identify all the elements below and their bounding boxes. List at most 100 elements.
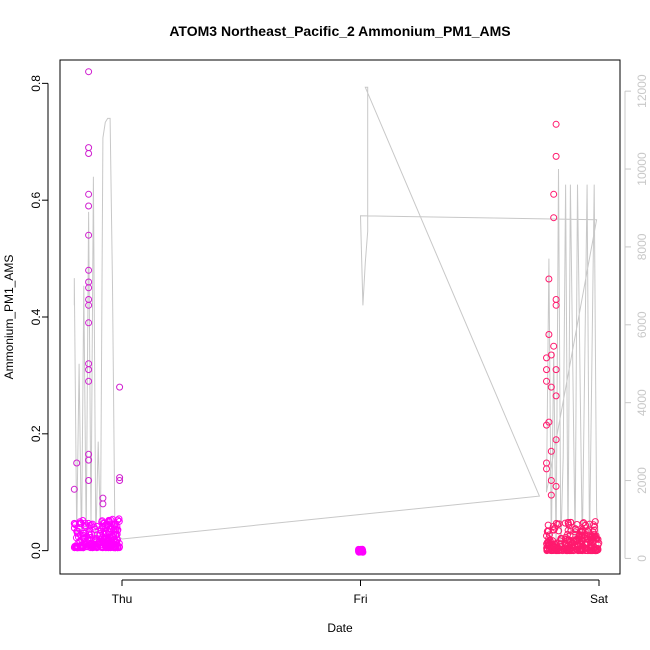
y2-tick-label: 12000 [635, 74, 649, 108]
data-point [103, 534, 110, 542]
data-point [576, 545, 584, 553]
y-tick-label: 0.6 [29, 192, 43, 209]
data-point [550, 526, 558, 534]
x-tick-label: Sat [590, 592, 609, 606]
y-tick-label: 0.0 [29, 542, 43, 559]
data-point [107, 525, 115, 533]
data-points [70, 68, 603, 556]
data-point [556, 537, 564, 545]
data-point [112, 537, 120, 545]
y2-tick-label: 4000 [635, 389, 649, 416]
data-point [543, 366, 550, 374]
data-point [82, 522, 90, 530]
data-point [545, 275, 553, 283]
data-point [588, 546, 596, 554]
data-point [554, 544, 562, 551]
data-point [545, 331, 553, 338]
data-point [544, 546, 552, 553]
data-point [543, 421, 550, 429]
altitude-trace [73, 86, 600, 551]
data-point [552, 296, 560, 303]
data-point [554, 520, 562, 528]
data-point [72, 543, 80, 550]
data-point [85, 284, 93, 292]
data-point [581, 540, 589, 548]
data-point [85, 190, 93, 198]
data-point [91, 542, 99, 550]
data-point [85, 301, 93, 309]
data-point [75, 533, 82, 541]
y2-tick-label: 2000 [635, 467, 649, 494]
data-point [578, 528, 586, 536]
data-point [564, 518, 572, 526]
y-axis-title: Ammonium_PM1_AMS [2, 255, 16, 380]
y-tick-label: 0.2 [29, 425, 43, 442]
data-point [555, 527, 563, 535]
data-point [543, 532, 550, 540]
data-point [543, 377, 550, 385]
x-tick-label: Fri [354, 592, 368, 606]
data-point [547, 491, 555, 499]
data-point [566, 531, 574, 539]
altitude-line [73, 86, 600, 551]
data-point [85, 231, 93, 239]
data-point [85, 477, 93, 484]
data-point [555, 547, 563, 555]
plot-frame [59, 59, 621, 575]
data-point [358, 546, 366, 554]
data-point [578, 531, 586, 539]
data-point [581, 544, 589, 552]
data-point [85, 366, 93, 374]
data-point [70, 524, 78, 532]
data-point [79, 533, 87, 541]
data-point [105, 516, 113, 524]
data-point [86, 541, 94, 549]
data-point [586, 520, 594, 528]
x-tick-label: Thu [112, 592, 133, 606]
data-point [85, 456, 93, 464]
data-point [116, 383, 124, 391]
data-point [567, 518, 575, 526]
axes: 0.0 0.2 0.4 0.6 0.8 0 2000 4000 6000 8000 10000 120… [29, 74, 649, 606]
data-point [85, 530, 93, 538]
data-point [93, 543, 101, 551]
data-point [550, 342, 558, 350]
data-point [110, 531, 118, 539]
data-point [85, 68, 93, 76]
y-tick-label: 0.8 [29, 75, 43, 92]
data-point [563, 537, 571, 545]
data-point [73, 459, 81, 467]
data-point [79, 544, 87, 552]
data-point [552, 392, 560, 400]
data-point [552, 436, 560, 444]
data-point [97, 525, 104, 533]
data-point [547, 383, 555, 391]
data-point [564, 546, 572, 554]
data-point [116, 477, 124, 484]
data-point [562, 544, 570, 552]
y2-tick-label: 6000 [635, 311, 649, 338]
data-point [73, 529, 81, 537]
data-point [109, 515, 117, 523]
data-point [543, 354, 550, 362]
chart-title: ATOM3 Northeast_Pacific_2 Ammonium_PM1_A… [169, 23, 510, 39]
y2-tick-label: 8000 [635, 233, 649, 260]
data-point [552, 152, 560, 160]
data-point [99, 523, 107, 531]
data-point [550, 190, 558, 198]
data-point [590, 536, 597, 544]
data-point [587, 537, 595, 544]
y2-tick-label: 0 [635, 555, 649, 562]
data-point [70, 485, 78, 493]
data-point [552, 120, 560, 128]
data-point [547, 447, 555, 455]
data-point [85, 360, 93, 368]
data-point [552, 366, 560, 374]
data-point [85, 144, 93, 152]
data-point [574, 536, 582, 544]
data-point [85, 202, 93, 210]
data-point [85, 296, 93, 303]
data-point [116, 474, 124, 482]
data-point [552, 301, 560, 309]
